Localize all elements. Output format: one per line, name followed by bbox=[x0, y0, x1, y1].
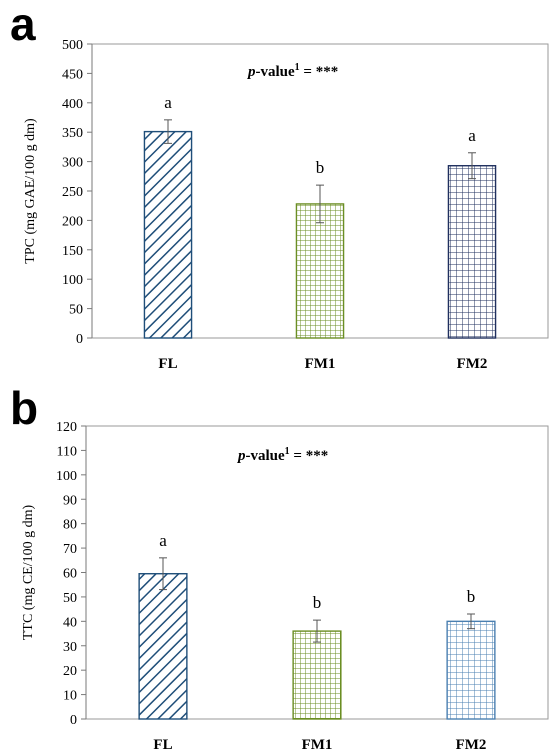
bar-fl bbox=[138, 573, 188, 720]
y-tick-label: 0 bbox=[76, 332, 83, 347]
p-value-annotation: p-value1 = *** bbox=[236, 446, 328, 464]
y-tick-label: 40 bbox=[63, 615, 77, 630]
y-tick-label: 120 bbox=[56, 420, 77, 435]
y-tick-label: 10 bbox=[63, 689, 77, 704]
chart-panel-a: a 0 50 100 150 200 250 300 350 400 450 500 TPC (mg G… bbox=[10, 0, 549, 372]
y-tick-label: 60 bbox=[63, 567, 77, 582]
chart-a-svg: a 0 50 100 150 200 250 300 350 400 450 500 TPC (mg G… bbox=[10, 0, 549, 372]
p-value-annotation: p-value1 = *** bbox=[246, 62, 338, 80]
y-tick-label: 100 bbox=[56, 469, 77, 484]
y-axis-title: TTC (mg CE/100 g dm) bbox=[21, 505, 36, 641]
significance-letter: b bbox=[316, 158, 325, 177]
y-tick-label: 300 bbox=[62, 156, 83, 171]
bar-fm2 bbox=[447, 165, 497, 339]
significance-letter: a bbox=[468, 126, 476, 145]
chart-panel-b: b 0 10 20 30 40 50 60 70 80 90 100 110 120 TTC (mg CE/… bbox=[0, 378, 550, 756]
y-tick-label: 50 bbox=[69, 303, 83, 318]
chart-b-svg: b 0 10 20 30 40 50 60 70 80 90 100 110 120 TTC (mg CE/… bbox=[10, 382, 549, 753]
y-tick-label: 450 bbox=[62, 67, 83, 82]
y-tick-label: 150 bbox=[62, 244, 83, 259]
bar-fm1 bbox=[295, 203, 345, 339]
significance-letter: a bbox=[164, 93, 172, 112]
significance-letter: b bbox=[467, 587, 476, 606]
y-tick-label: 200 bbox=[62, 214, 83, 229]
y-tick-label: 110 bbox=[57, 444, 77, 459]
y-tick-label: 500 bbox=[62, 38, 83, 53]
y-tick-label: 250 bbox=[62, 185, 83, 200]
y-axis-title: TPC (mg GAE/100 g dm) bbox=[23, 118, 38, 264]
y-tick-label: 100 bbox=[62, 273, 83, 288]
category-label: FM1 bbox=[305, 356, 336, 372]
y-tick-label: 70 bbox=[63, 542, 77, 557]
panel-label: b bbox=[10, 382, 38, 434]
bar-fm2 bbox=[446, 620, 496, 720]
y-tick-label: 80 bbox=[63, 518, 77, 533]
y-tick-label: 90 bbox=[63, 493, 77, 508]
y-tick-label: 20 bbox=[63, 664, 77, 679]
y-tick-label: 400 bbox=[62, 97, 83, 112]
significance-letter: a bbox=[159, 531, 167, 550]
category-label: FM1 bbox=[302, 737, 333, 753]
y-tick-label: 0 bbox=[70, 713, 77, 728]
category-label: FL bbox=[158, 356, 177, 372]
y-tick-label: 350 bbox=[62, 126, 83, 141]
bar-fl bbox=[143, 130, 193, 339]
category-label: FL bbox=[153, 737, 172, 753]
category-label: FM2 bbox=[456, 737, 487, 753]
significance-letter: b bbox=[313, 593, 322, 612]
panel-label: a bbox=[10, 0, 36, 50]
y-tick-label: 30 bbox=[63, 640, 77, 655]
y-tick-label: 50 bbox=[63, 591, 77, 606]
bar-fm1 bbox=[292, 630, 342, 720]
category-label: FM2 bbox=[457, 356, 488, 372]
